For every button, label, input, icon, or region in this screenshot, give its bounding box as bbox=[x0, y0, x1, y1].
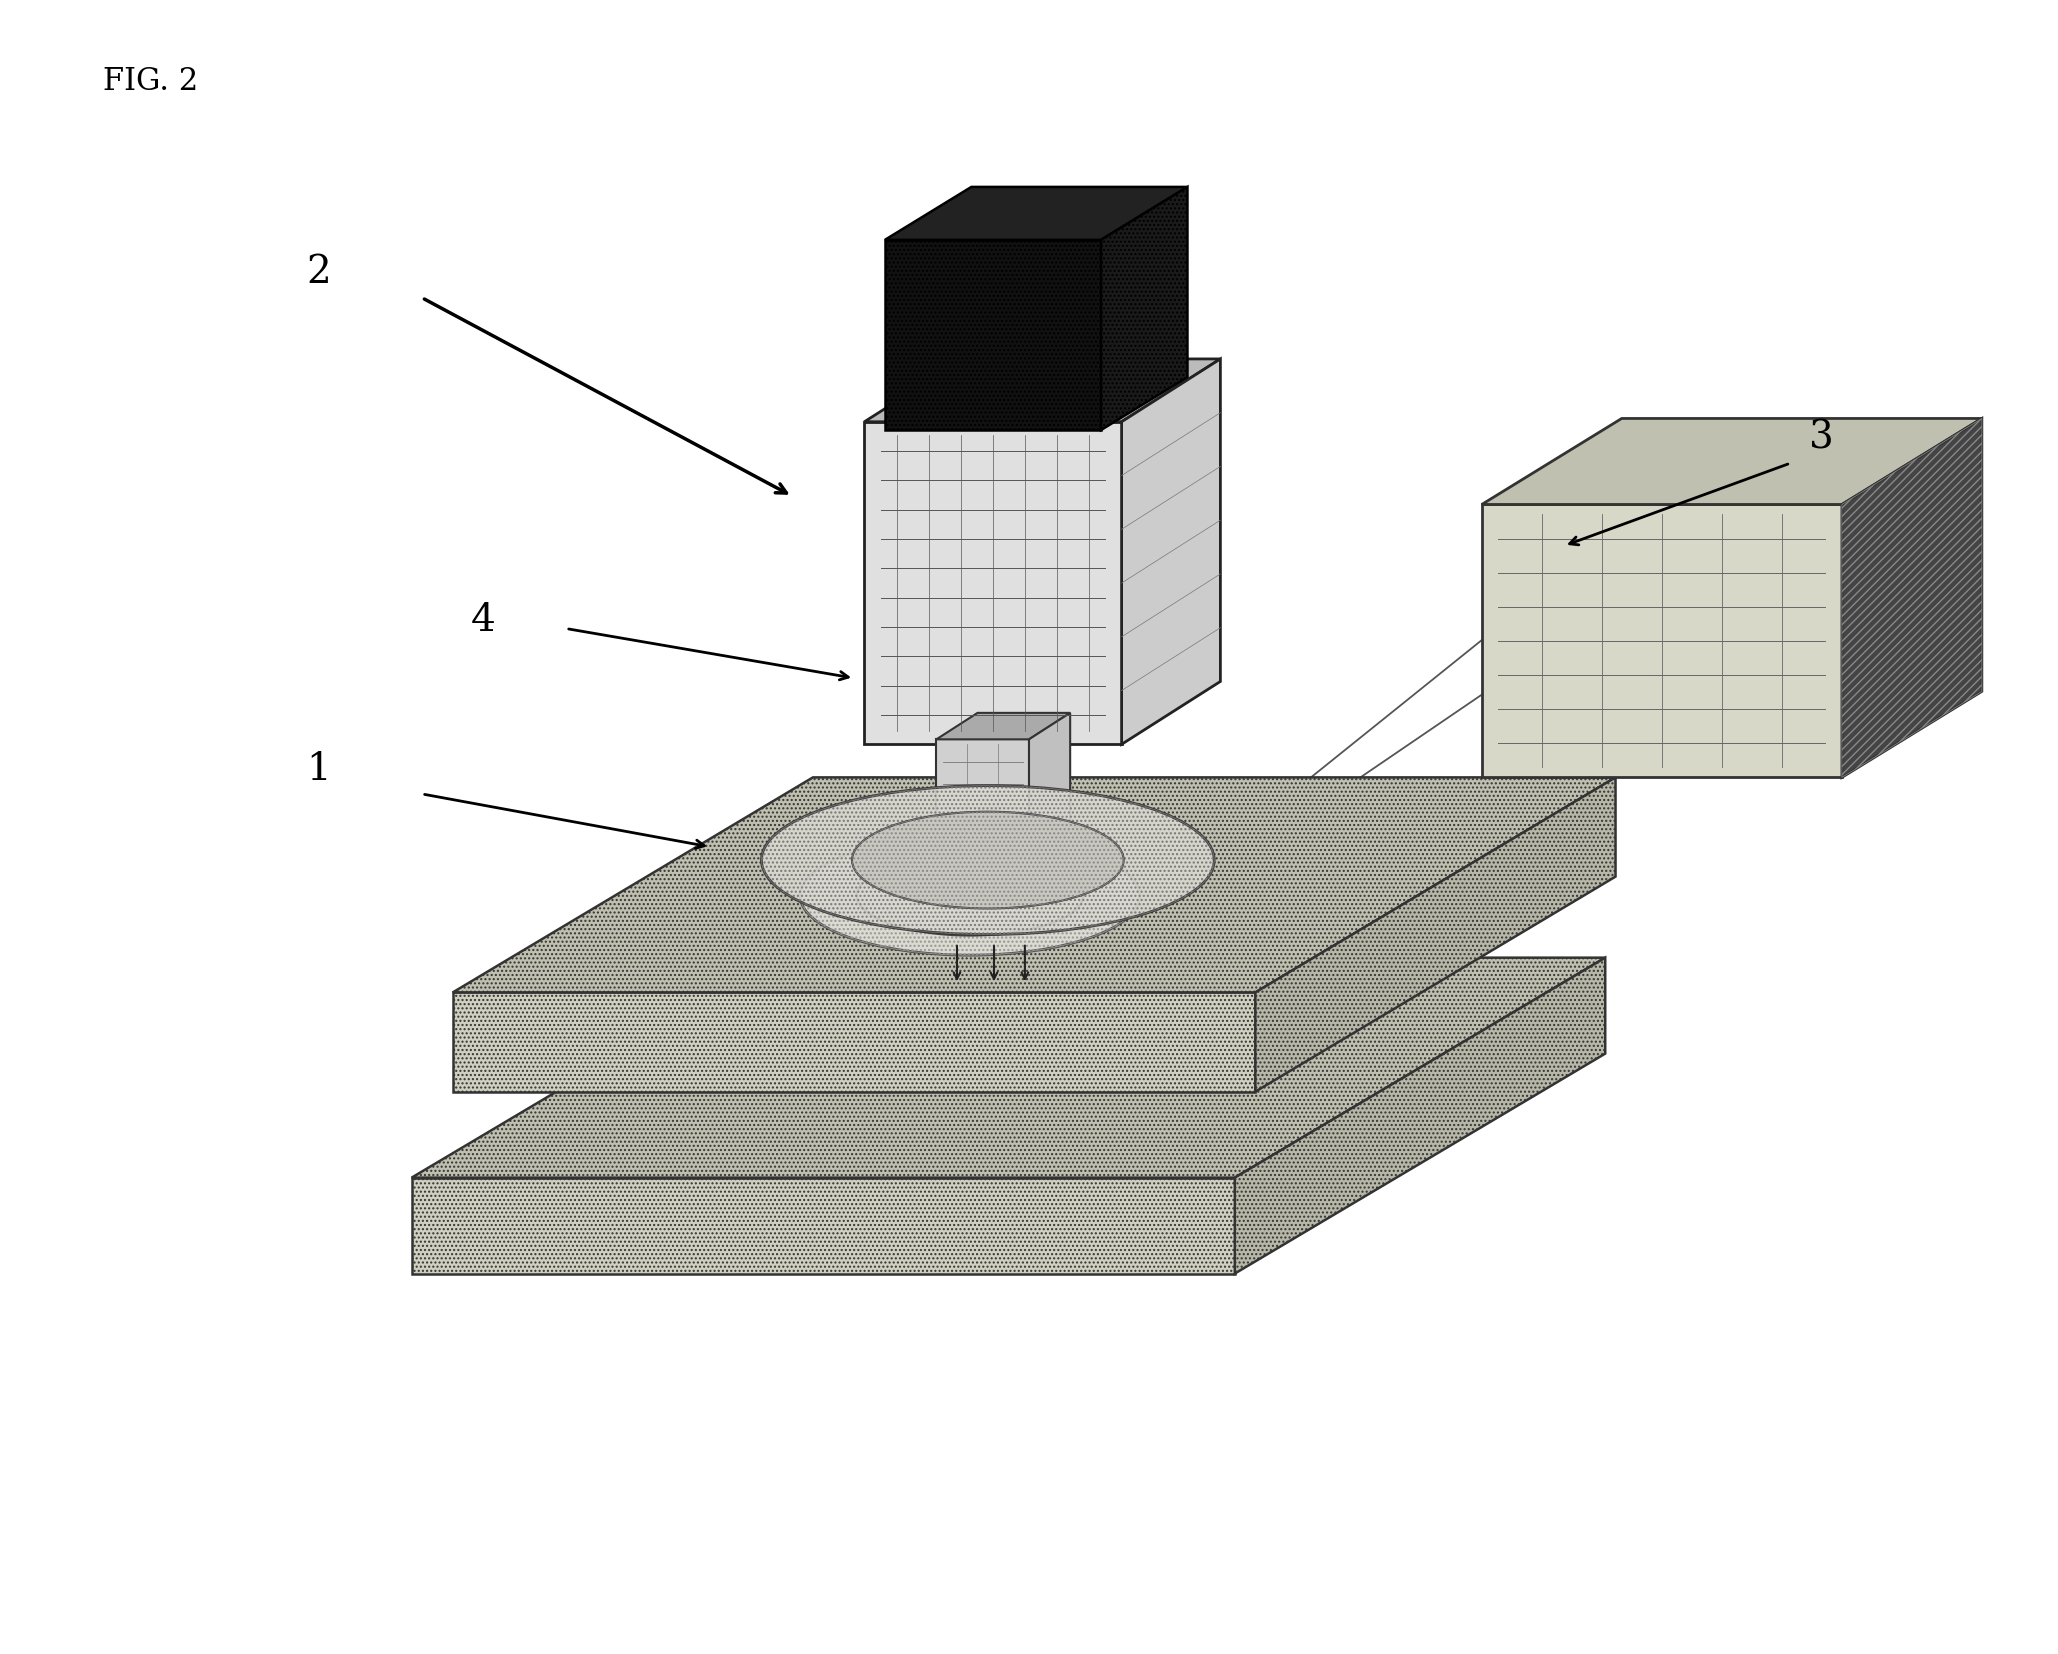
Text: 2: 2 bbox=[307, 255, 331, 291]
Polygon shape bbox=[885, 240, 1101, 430]
Text: 1: 1 bbox=[307, 751, 331, 787]
Ellipse shape bbox=[801, 835, 1140, 956]
Text: 4: 4 bbox=[471, 602, 496, 638]
Text: FIG. 2: FIG. 2 bbox=[103, 66, 198, 98]
Polygon shape bbox=[1235, 958, 1605, 1274]
Polygon shape bbox=[1029, 713, 1070, 852]
Polygon shape bbox=[453, 777, 1616, 992]
Polygon shape bbox=[1101, 187, 1187, 430]
Polygon shape bbox=[885, 187, 1187, 240]
Polygon shape bbox=[412, 958, 1605, 1178]
Polygon shape bbox=[1122, 359, 1220, 744]
Polygon shape bbox=[1842, 418, 1982, 777]
Polygon shape bbox=[936, 713, 1070, 739]
Polygon shape bbox=[864, 359, 1220, 422]
Polygon shape bbox=[1482, 418, 1982, 504]
Polygon shape bbox=[1255, 777, 1616, 1092]
Polygon shape bbox=[412, 1178, 1235, 1274]
Polygon shape bbox=[864, 422, 1122, 744]
Polygon shape bbox=[1482, 504, 1842, 777]
Polygon shape bbox=[453, 992, 1255, 1092]
Polygon shape bbox=[936, 739, 1029, 852]
Ellipse shape bbox=[852, 812, 1124, 908]
Text: 3: 3 bbox=[1809, 420, 1834, 457]
Ellipse shape bbox=[761, 786, 1214, 935]
